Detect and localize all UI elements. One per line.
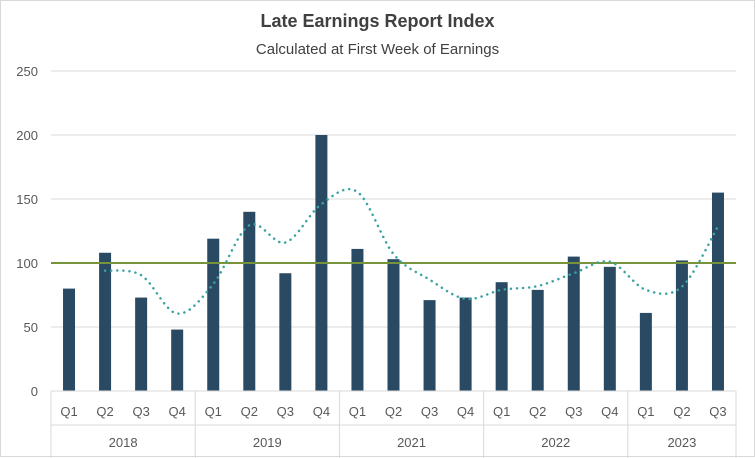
bar xyxy=(675,260,688,391)
x-tick-label: Q4 xyxy=(169,404,186,419)
x-tick-label: Q3 xyxy=(709,404,726,419)
bar xyxy=(531,289,544,391)
x-tick-label: Q4 xyxy=(601,404,618,419)
y-tick-label: 250 xyxy=(16,64,38,79)
x-tick-label: Q3 xyxy=(277,404,294,419)
x-tick-label: Q1 xyxy=(349,404,366,419)
moving-average-trendline xyxy=(103,187,720,315)
x-tick-label: Q2 xyxy=(385,404,402,419)
y-tick-label: 200 xyxy=(16,128,38,143)
x-tick-label: Q3 xyxy=(132,404,149,419)
x-group-label: 2022 xyxy=(541,435,570,450)
y-tick-label: 100 xyxy=(16,256,38,271)
chart-subtitle: Calculated at First Week of Earnings xyxy=(255,41,500,58)
y-tick-label: 50 xyxy=(24,320,38,335)
x-tick-label: Q4 xyxy=(457,404,474,419)
bar xyxy=(171,329,184,391)
x-tick-label: Q1 xyxy=(637,404,654,419)
bar xyxy=(99,252,112,391)
bar xyxy=(603,266,616,391)
bar xyxy=(495,282,508,391)
x-group-label: 2023 xyxy=(667,435,696,450)
x-tick-label: Q3 xyxy=(421,404,438,419)
x-tick-label: Q2 xyxy=(673,404,690,419)
bar xyxy=(351,248,364,391)
x-tick-label: Q1 xyxy=(205,404,222,419)
bar xyxy=(423,300,436,391)
chart-title: Late Earnings Report Index xyxy=(260,11,495,31)
bar xyxy=(459,297,472,391)
bar xyxy=(135,297,148,391)
y-tick-label: 0 xyxy=(31,384,38,399)
x-tick-label: Q2 xyxy=(529,404,546,419)
bar xyxy=(63,288,76,391)
x-tick-label: Q4 xyxy=(313,404,330,419)
bar xyxy=(567,256,580,391)
bar xyxy=(243,211,256,391)
y-tick-label: 150 xyxy=(16,192,38,207)
bar xyxy=(387,259,400,391)
x-tick-label: Q2 xyxy=(241,404,258,419)
x-group-label: 2021 xyxy=(397,435,426,450)
x-tick-label: Q3 xyxy=(565,404,582,419)
x-tick-label: Q2 xyxy=(96,404,113,419)
bar xyxy=(711,192,724,391)
x-group-label: 2018 xyxy=(109,435,138,450)
x-group-label: 2019 xyxy=(253,435,282,450)
x-tick-label: Q1 xyxy=(493,404,510,419)
bar xyxy=(207,238,220,391)
bar xyxy=(639,312,652,391)
bar xyxy=(279,273,292,391)
x-tick-label: Q1 xyxy=(60,404,77,419)
